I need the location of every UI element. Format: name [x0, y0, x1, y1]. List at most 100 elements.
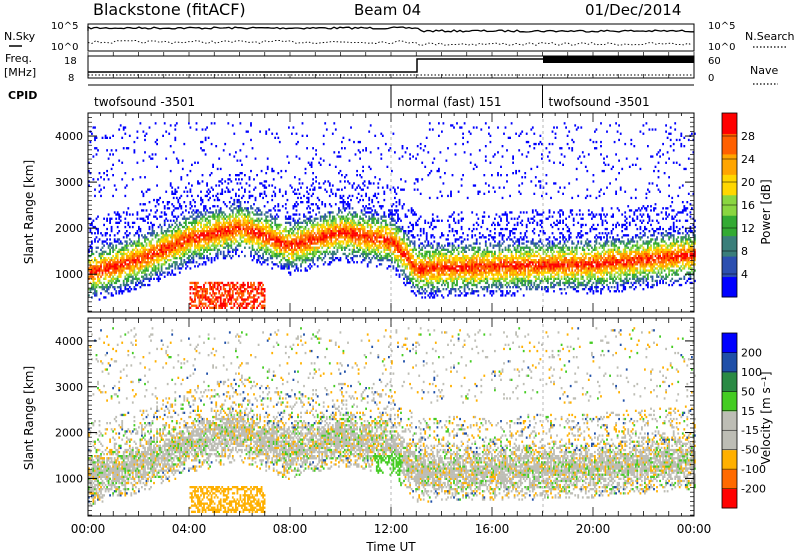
power-cell	[262, 225, 264, 229]
power-cell	[398, 240, 401, 243]
power-cell	[271, 236, 274, 239]
power-cell	[169, 246, 172, 249]
power-cell	[224, 292, 227, 295]
power-cell	[407, 277, 410, 280]
power-cell	[341, 244, 343, 247]
power-cell	[281, 265, 284, 268]
power-cell	[138, 234, 140, 237]
power-cell	[138, 238, 140, 241]
power-cell	[253, 257, 255, 260]
power-cell	[165, 157, 168, 160]
power-cell	[222, 257, 225, 260]
power-cell	[92, 265, 95, 268]
power-cell	[238, 242, 240, 245]
power-cell	[130, 254, 133, 258]
power-cell	[269, 257, 272, 260]
power-cell	[316, 257, 319, 260]
power-cell	[366, 248, 369, 251]
power-cell	[110, 283, 113, 287]
power-cell	[362, 248, 364, 251]
power-cell	[392, 203, 395, 206]
power-cell	[257, 219, 260, 222]
power-cell	[191, 240, 193, 243]
power-cell	[254, 236, 257, 239]
power-cell	[109, 252, 111, 256]
power-cell	[150, 242, 152, 245]
power-cell	[409, 267, 411, 270]
power-cell	[157, 203, 160, 206]
power-cell	[377, 230, 380, 233]
power-cell	[418, 267, 421, 270]
power-cell	[166, 273, 169, 276]
power-cell	[191, 300, 193, 303]
power-cell	[272, 236, 275, 239]
power-cell	[356, 174, 358, 177]
power-cell	[201, 213, 204, 216]
power-cell	[283, 227, 286, 231]
power-cell	[394, 234, 396, 237]
power-cell	[410, 223, 413, 227]
power-cell	[398, 198, 401, 202]
power-cell	[398, 246, 401, 249]
power-cell	[313, 188, 316, 191]
power-cell	[419, 273, 422, 276]
power-cell	[88, 288, 90, 291]
power-cell	[103, 252, 105, 256]
power-cell	[389, 209, 392, 212]
power-cell	[197, 180, 199, 183]
power-cell	[356, 238, 358, 241]
power-cell	[418, 292, 421, 295]
power-cell	[213, 240, 216, 243]
power-cell	[116, 269, 119, 272]
power-cell	[91, 275, 93, 278]
power-cell	[283, 230, 286, 233]
power-cell	[104, 261, 107, 264]
power-cell	[412, 275, 414, 278]
power-cell	[203, 149, 205, 152]
power-cell	[147, 238, 149, 241]
power-cell	[265, 219, 268, 222]
power-cell	[281, 257, 284, 260]
power-cell	[131, 178, 134, 181]
power-cell	[292, 219, 295, 222]
power-cell	[292, 257, 295, 260]
power-cell	[277, 136, 280, 139]
power-cell	[410, 257, 413, 260]
power-cell	[151, 263, 154, 266]
power-cell	[406, 244, 408, 247]
power-cell	[333, 246, 336, 249]
power-cell	[183, 259, 186, 262]
power-cell	[216, 217, 219, 220]
power-cell	[266, 263, 269, 266]
power-cell	[274, 248, 277, 251]
power-cell	[118, 271, 121, 274]
power-cell	[200, 286, 202, 289]
power-cell	[354, 211, 357, 214]
power-cell	[334, 225, 337, 229]
power-cell	[295, 209, 298, 212]
power-cell	[191, 211, 193, 214]
power-cell	[301, 244, 304, 247]
power-cell	[278, 252, 281, 256]
power-cell	[194, 292, 196, 295]
power-cell	[241, 230, 243, 233]
power-cell	[92, 288, 95, 291]
power-cell	[168, 254, 171, 258]
power-cell	[413, 182, 416, 185]
power-cell	[125, 234, 128, 237]
power-cell	[121, 252, 124, 256]
power-cell	[118, 248, 121, 251]
power-cell	[381, 134, 384, 137]
power-cell	[266, 201, 269, 204]
power-cell	[118, 265, 121, 268]
power-cell	[144, 236, 146, 239]
power-cell	[291, 227, 293, 231]
power-cell	[398, 238, 401, 241]
power-cell	[247, 209, 249, 212]
power-cell	[94, 188, 96, 191]
power-cell	[253, 283, 255, 287]
power-cell	[391, 223, 393, 227]
power-cell	[283, 263, 286, 266]
power-cell	[206, 257, 208, 260]
power-cell	[398, 230, 401, 233]
